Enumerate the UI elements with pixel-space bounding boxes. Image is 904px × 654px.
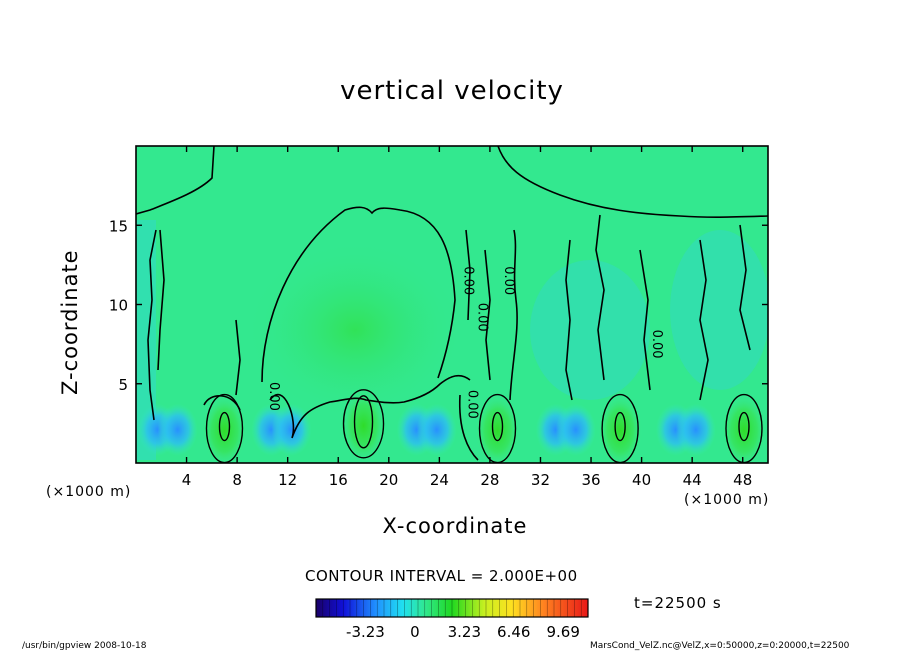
contour-line bbox=[136, 146, 215, 215]
contour-lines bbox=[136, 146, 768, 461]
y-tick-label: 10 bbox=[109, 297, 128, 315]
contour-line bbox=[639, 249, 651, 391]
contour-line bbox=[458, 394, 479, 461]
contour-line bbox=[261, 206, 456, 383]
colorbar-tick-label: 9.69 bbox=[547, 623, 580, 641]
footer-right: MarsCond_VelZ.nc@VelZ,x=0:50000,z=0:2000… bbox=[590, 641, 850, 651]
contour-labels: 0.00 0.00 0.00 0.00 0.00 0.00 bbox=[266, 266, 664, 419]
x-unit-label-right: (×1000 m) bbox=[684, 492, 770, 508]
x-tick-label: 44 bbox=[683, 471, 702, 489]
contour-line bbox=[565, 239, 573, 401]
downdraft-cell bbox=[555, 403, 596, 456]
updraft-cell bbox=[202, 394, 247, 463]
right-turbulent-region bbox=[530, 260, 650, 400]
x-tick-label: 12 bbox=[278, 471, 297, 489]
right-turbulent-region bbox=[670, 230, 768, 390]
x-tick-label: 16 bbox=[329, 471, 348, 489]
updraft-contour bbox=[353, 395, 374, 449]
downdraft-cell bbox=[416, 403, 457, 456]
downdraft-cells bbox=[137, 403, 716, 456]
colorbar-tick-label: 0 bbox=[410, 623, 420, 641]
updraft-cell bbox=[341, 389, 386, 462]
contour-label: 0.00 bbox=[475, 303, 490, 332]
updraft-cell bbox=[475, 394, 520, 463]
contour-line bbox=[497, 146, 768, 218]
colorbar-level-lines bbox=[322, 599, 582, 617]
x-tick-label: 28 bbox=[480, 471, 499, 489]
contour-line bbox=[509, 229, 518, 401]
updraft-outer-contour bbox=[342, 389, 385, 459]
contour-label: 0.00 bbox=[649, 330, 664, 359]
downdraft-cell bbox=[157, 403, 198, 456]
x-tick-label: 20 bbox=[379, 471, 398, 489]
y-axis-ticks: 5 10 15 bbox=[109, 217, 768, 394]
updraft-cell bbox=[721, 394, 766, 463]
chart-title: vertical velocity bbox=[340, 76, 564, 106]
contour-line bbox=[595, 214, 605, 381]
updraft-contour bbox=[491, 411, 504, 442]
colorbar-tick-label: 3.23 bbox=[448, 623, 481, 641]
x-axis-label: X-coordinate bbox=[382, 514, 528, 538]
downdraft-cell bbox=[675, 403, 716, 456]
updraft-contour bbox=[738, 411, 750, 442]
colorbar-tick-labels: -3.23 0 3.23 6.46 9.69 bbox=[346, 623, 580, 641]
updraft-cells bbox=[202, 389, 766, 463]
y-tick-label: 15 bbox=[109, 217, 128, 235]
x-tick-label: 40 bbox=[632, 471, 651, 489]
contour-line bbox=[465, 229, 471, 321]
updraft-cell bbox=[598, 394, 643, 463]
heatmap-field bbox=[136, 146, 768, 463]
contour-line bbox=[157, 229, 165, 371]
colorbar-tick-label: 6.46 bbox=[497, 623, 530, 641]
contour-line bbox=[269, 374, 471, 439]
colorbar-tick-label: -3.23 bbox=[346, 623, 385, 641]
x-tick-label: 36 bbox=[581, 471, 600, 489]
x-tick-label: 48 bbox=[733, 471, 752, 489]
colorbar: -3.23 0 3.23 6.46 9.69 bbox=[315, 598, 589, 641]
x-tick-label: 32 bbox=[531, 471, 550, 489]
contour-line bbox=[739, 224, 751, 351]
contour-label: 0.00 bbox=[501, 266, 516, 295]
contour-label: 0.00 bbox=[266, 382, 281, 411]
updraft-contour bbox=[218, 411, 231, 442]
x-tick-label: 4 bbox=[182, 471, 192, 489]
x-axis-ticks: 4 8 12 16 20 24 28 32 36 40 44 48 bbox=[182, 146, 752, 489]
contour-label: 0.00 bbox=[461, 266, 476, 295]
x-tick-label: 24 bbox=[430, 471, 449, 489]
updraft-contour bbox=[614, 411, 626, 442]
x-tick-label: 8 bbox=[232, 471, 242, 489]
time-label: t=22500 s bbox=[634, 594, 722, 612]
dome-updraft-region bbox=[245, 240, 465, 420]
downdraft-cell bbox=[271, 403, 312, 456]
y-axis-label: Z-coordinate bbox=[58, 249, 82, 395]
contour-line bbox=[235, 319, 241, 396]
contour-interval-label: CONTOUR INTERVAL = 2.000E+00 bbox=[305, 567, 578, 585]
y-tick-label: 5 bbox=[118, 376, 128, 394]
contour-label: 0.00 bbox=[464, 390, 479, 419]
contour-line bbox=[484, 249, 491, 381]
footer-left: /usr/bin/gpview 2008-10-18 bbox=[22, 641, 147, 651]
contour-line bbox=[147, 229, 157, 421]
contour-line bbox=[699, 239, 709, 401]
x-unit-label-left: (×1000 m) bbox=[46, 484, 132, 500]
